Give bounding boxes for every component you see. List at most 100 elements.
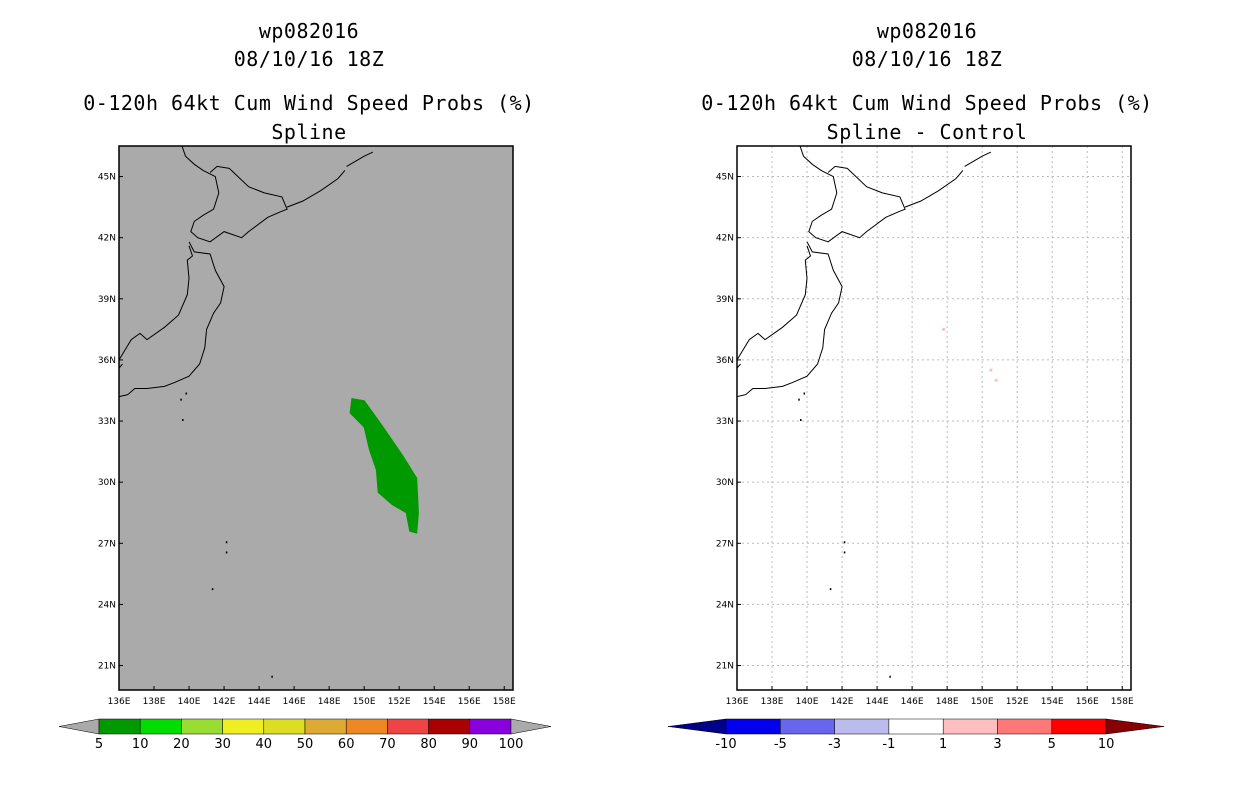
colorbar-swatch — [469, 718, 512, 735]
colorbar-label: 10 — [1098, 737, 1115, 752]
lon-tick-label: 148E — [936, 697, 959, 707]
lon-tick-label: 154E — [423, 697, 446, 707]
colorbar-swatch — [181, 718, 223, 735]
colorbar-label: -5 — [774, 737, 787, 752]
colorbar-swatch — [428, 718, 471, 735]
colorbar-label: 1 — [939, 737, 947, 752]
coastline — [799, 145, 906, 243]
lon-tick-label: 150E — [353, 697, 376, 707]
date-time: 08/10/16 18Z — [851, 47, 1003, 71]
colorbar-label: 20 — [173, 737, 190, 752]
colorbar-swatch — [725, 718, 781, 735]
colorbar-label: 70 — [379, 737, 396, 752]
lon-tick-label: 142E — [213, 697, 236, 707]
island — [225, 541, 228, 544]
storm-id: wp082016 — [258, 19, 360, 43]
colorbar: 5 10 20 30 40 50 60 70 80 90 100 — [58, 718, 552, 752]
island — [225, 551, 228, 554]
colorbar-swatch — [139, 718, 182, 735]
coastline — [904, 170, 964, 208]
lon-tick-label: 152E — [1006, 697, 1029, 707]
colorbar-label: 5 — [1048, 737, 1056, 752]
coastline — [118, 245, 194, 361]
lon-tick-label: 144E — [248, 697, 271, 707]
chart-subtitle: Spline — [271, 120, 347, 144]
colorbar-swatch — [263, 718, 306, 735]
colorbar-label: 80 — [420, 737, 437, 752]
colorbar-swatch — [222, 718, 265, 735]
colorbar-swatch — [834, 718, 890, 735]
island — [803, 392, 806, 395]
lat-tick-label: 36N — [716, 356, 734, 366]
lon-tick-label: 140E — [796, 697, 819, 707]
colorbar-label: -10 — [715, 737, 736, 752]
storm-id: wp082016 — [876, 19, 978, 43]
lon-tick-label: 152E — [388, 697, 411, 707]
difference-speckle — [994, 378, 998, 382]
coastline — [964, 151, 992, 167]
colorbar-swatch — [98, 718, 141, 735]
colorbar-label: 30 — [214, 737, 231, 752]
map-background — [119, 146, 513, 690]
lat-tick-label: 36N — [98, 356, 116, 366]
lon-tick-label: 156E — [458, 697, 481, 707]
lon-tick-label: 148E — [318, 697, 341, 707]
island — [185, 392, 188, 395]
lon-tick-label: 158E — [493, 697, 516, 707]
lon-tick-label: 146E — [901, 697, 924, 707]
map-frame — [736, 145, 1132, 691]
lat-tick-label: 24N — [716, 600, 734, 610]
lat-tick-label: 21N — [716, 662, 734, 672]
spline-panel: wp082016 08/10/16 18Z 0-120h 64kt Cum Wi… — [58, 19, 552, 752]
spline-map: 136E 138E 140E 142E 144E 146E 148E 150E 152E 154E… — [58, 145, 552, 752]
colorbar-label: -1 — [882, 737, 895, 752]
colorbar-label: -3 — [828, 737, 841, 752]
colorbar-end-arrow — [510, 718, 552, 735]
island — [889, 675, 891, 678]
lon-tick-label: 138E — [761, 697, 784, 707]
island — [843, 551, 846, 554]
colorbar-label: 3 — [993, 737, 1001, 752]
colorbar-swatch — [780, 718, 835, 735]
lon-tick-label: 144E — [866, 697, 889, 707]
lon-tick-label: 140E — [178, 697, 201, 707]
colorbar-label: 60 — [338, 737, 355, 752]
lat-tick-label: 33N — [716, 417, 734, 427]
colorbar-swatch — [387, 718, 429, 735]
map-background — [737, 146, 1131, 690]
island — [829, 588, 832, 591]
colorbar-label: 90 — [462, 737, 479, 752]
colorbar-label: 10 — [132, 737, 149, 752]
lon-tick-label: 146E — [283, 697, 306, 707]
date-time: 08/10/16 18Z — [233, 47, 385, 71]
lat-tick-label: 24N — [98, 600, 116, 610]
lat-tick-label: 39N — [716, 295, 734, 305]
chart-title: 0-120h 64kt Cum Wind Speed Probs (%) — [83, 91, 535, 115]
colorbar-label: 50 — [297, 737, 314, 752]
difference-panel: wp082016 08/10/16 18Z 0-120h 64kt Cum Wi… — [618, 0, 1236, 800]
island — [798, 398, 800, 401]
difference-map: 136E 138E 140E 142E 144E 146E 148E 150E 152E 154E… — [667, 145, 1165, 752]
chart-subtitle: Spline - Control — [826, 120, 1028, 144]
map-frame — [118, 145, 514, 691]
lon-tick-label: 154E — [1041, 697, 1064, 707]
island — [182, 419, 184, 422]
colorbar-swatch — [1051, 718, 1107, 735]
difference-speckle — [942, 327, 946, 331]
chart-title: 0-120h 64kt Cum Wind Speed Probs (%) — [701, 91, 1153, 115]
lon-tick-label: 136E — [726, 697, 749, 707]
coastline — [736, 245, 812, 361]
coastline — [286, 170, 346, 208]
island — [843, 541, 846, 544]
colorbar-swatch — [997, 718, 1053, 735]
island — [180, 398, 182, 401]
lat-tick-label: 27N — [716, 539, 734, 549]
lat-tick-label: 30N — [716, 478, 734, 488]
lat-tick-label: 27N — [98, 539, 116, 549]
lon-tick-label: 150E — [971, 697, 994, 707]
lon-tick-label: 158E — [1111, 697, 1134, 707]
lat-tick-label: 42N — [716, 234, 734, 244]
colorbar-swatch — [345, 718, 388, 735]
probability-contour — [349, 398, 419, 534]
colorbar-swatch — [942, 718, 998, 735]
